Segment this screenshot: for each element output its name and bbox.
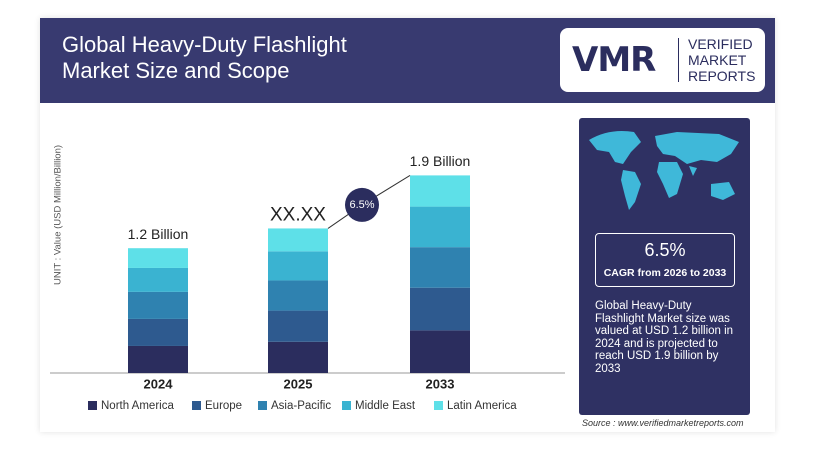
bar-segment xyxy=(128,267,188,292)
description: Global Heavy-Duty Flashlight Market size… xyxy=(595,300,734,375)
cagr-bubble-label: 6.5% xyxy=(349,199,374,211)
logo-mark: VMR xyxy=(572,40,656,80)
logo-separator xyxy=(678,38,679,82)
cagr-value: 6.5% xyxy=(644,240,686,260)
bar-segment xyxy=(268,310,328,342)
bar-segment xyxy=(268,251,328,281)
cagr-bubble xyxy=(345,187,379,222)
logo-line: MARKET xyxy=(688,52,747,68)
bar-segment xyxy=(410,287,470,331)
bar-segment xyxy=(128,291,188,319)
legend-swatch xyxy=(342,401,351,410)
x-tick-label: 2033 xyxy=(426,376,455,391)
legend-label: North America xyxy=(101,400,174,412)
legend-label: Latin America xyxy=(447,400,517,412)
info-panel: 6.5% CAGR from 2026 to 2033 Global Heavy… xyxy=(579,118,750,415)
cagr-box: 6.5% CAGR from 2026 to 2033 xyxy=(595,233,735,287)
legend-swatch xyxy=(192,401,201,410)
bar-segment xyxy=(268,280,328,311)
logo-text: VERIFIED MARKET REPORTS xyxy=(688,36,755,84)
logo-line: VERIFIED xyxy=(688,36,753,52)
cagr-caption: CAGR from 2026 to 2033 xyxy=(603,267,727,279)
world-map xyxy=(589,131,739,210)
x-tick-label: 2024 xyxy=(144,376,174,391)
title: Global Heavy-Duty Flashlight Market Size… xyxy=(62,32,347,83)
bar-segment xyxy=(268,341,328,373)
y-axis-label: UNIT : Value (USD Million/Billion) xyxy=(53,145,64,285)
legend-swatch xyxy=(258,401,267,410)
total-label: 1.2 Billion xyxy=(128,226,189,242)
total-label: XX.XX xyxy=(270,204,326,225)
legend-swatch xyxy=(434,401,443,410)
bar-segment xyxy=(128,345,188,373)
header: Global Heavy-Duty Flashlight Market Size… xyxy=(40,18,775,103)
legend-swatch xyxy=(88,401,97,410)
bar-segment xyxy=(268,228,328,252)
legend-label: Middle East xyxy=(355,400,416,412)
legend-label: Europe xyxy=(205,400,242,412)
total-label: 1.9 Billion xyxy=(410,153,471,169)
bar-segment xyxy=(410,247,470,288)
legend-label: Asia-Pacific xyxy=(271,400,331,412)
logo-line: REPORTS xyxy=(688,68,756,84)
x-tick-label: 2025 xyxy=(284,376,313,391)
logo: VMR VERIFIED MARKET REPORTS xyxy=(560,28,765,92)
bar-segment xyxy=(128,318,188,346)
bar-segment xyxy=(410,330,470,373)
bar-segment xyxy=(410,175,470,207)
bar-segment xyxy=(128,248,188,268)
bar-segment xyxy=(410,206,470,248)
source: Source : www.verifiedmarketreports.com xyxy=(582,418,744,428)
